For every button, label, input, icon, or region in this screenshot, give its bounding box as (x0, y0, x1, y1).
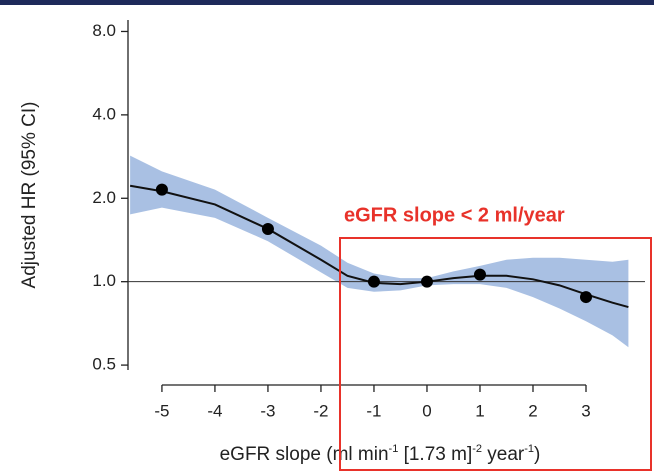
y-tick-label: 4.0 (92, 104, 116, 123)
data-point (473, 268, 486, 281)
data-point (155, 183, 168, 196)
x-axis-title-part: [1.73 m] (398, 444, 472, 465)
x-tick-label: 3 (581, 401, 590, 420)
x-tick-label: -2 (313, 401, 328, 420)
x-axis-title-sup: -1 (524, 443, 534, 455)
y-tick-label: 1.0 (92, 271, 116, 290)
x-axis-title-sup: -1 (389, 443, 399, 455)
data-point (580, 291, 593, 304)
top-strip (0, 0, 654, 5)
annotation: eGFR slope < 2 ml/year (344, 204, 565, 226)
data-point (261, 222, 274, 235)
data-point (367, 275, 380, 288)
x-tick-label: -3 (260, 401, 275, 420)
x-tick-label: 2 (528, 401, 537, 420)
data-point (420, 275, 433, 288)
x-axis-title-part: eGFR slope (ml min (220, 444, 389, 465)
ci-band (130, 155, 629, 348)
y-tick-label: 0.5 (92, 355, 116, 374)
x-tick-label: -5 (154, 401, 169, 420)
x-axis-title-sup: -2 (472, 443, 482, 455)
x-axis-title: eGFR slope (ml min-1 [1.73 m]-2 year-1) (220, 443, 541, 465)
x-tick-label: -1 (366, 401, 381, 420)
x-tick-label: -4 (207, 401, 222, 420)
highlight-box (339, 237, 652, 471)
y-tick-label: 2.0 (92, 188, 116, 207)
y-tick-label: 8.0 (92, 21, 116, 40)
x-axis-title-part: ) (534, 444, 540, 465)
y-axis-title: Adjusted HR (95% CI) (19, 102, 40, 289)
x-axis-title-part: year (482, 444, 525, 465)
x-tick-label: 1 (475, 401, 484, 420)
x-tick-label: 0 (422, 401, 431, 420)
